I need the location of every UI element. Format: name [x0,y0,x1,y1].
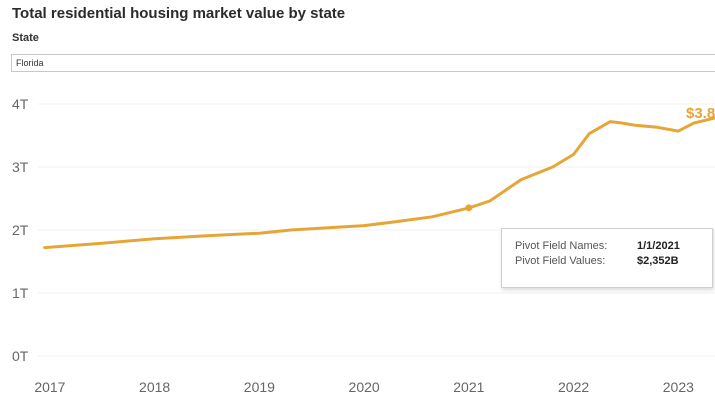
y-tick-label: 2T [12,222,29,238]
x-tick-label: 2022 [558,379,589,395]
y-tick-label: 0T [12,348,29,364]
x-tick-label: 2018 [139,379,170,395]
x-tick-label: 2019 [244,379,275,395]
tooltip-names-label: Pivot Field Names: [515,240,608,252]
state-filter-label: State [12,32,39,44]
y-tick-label: 4T [12,96,29,112]
end-value-label: $3.8 [686,105,715,122]
x-tick-label: 2020 [349,379,380,395]
state-select-dropdown[interactable]: Florida [11,54,715,72]
x-tick-label: 2017 [34,379,65,395]
line-chart: 0T 1T 2T 3T 4T 2017 2018 2019 2020 2021 2022 2023 $3… [12,96,715,395]
tooltip-values-label: Pivot Field Values: [515,255,606,267]
state-select-value: Florida [16,58,44,68]
tooltip-values-value: $2,352B [637,255,679,267]
series-line [43,116,715,250]
tooltip-names-value: 1/1/2021 [637,240,680,252]
data-point-tooltip: Pivot Field Names: 1/1/2021 Pivot Field … [501,228,713,288]
x-tick-label: 2023 [663,379,694,395]
highlight-point [465,204,473,212]
x-tick-label: 2021 [453,379,484,395]
chart-title: Total residential housing market value b… [12,5,346,22]
y-tick-label: 1T [12,285,29,301]
y-tick-label: 3T [12,159,29,175]
